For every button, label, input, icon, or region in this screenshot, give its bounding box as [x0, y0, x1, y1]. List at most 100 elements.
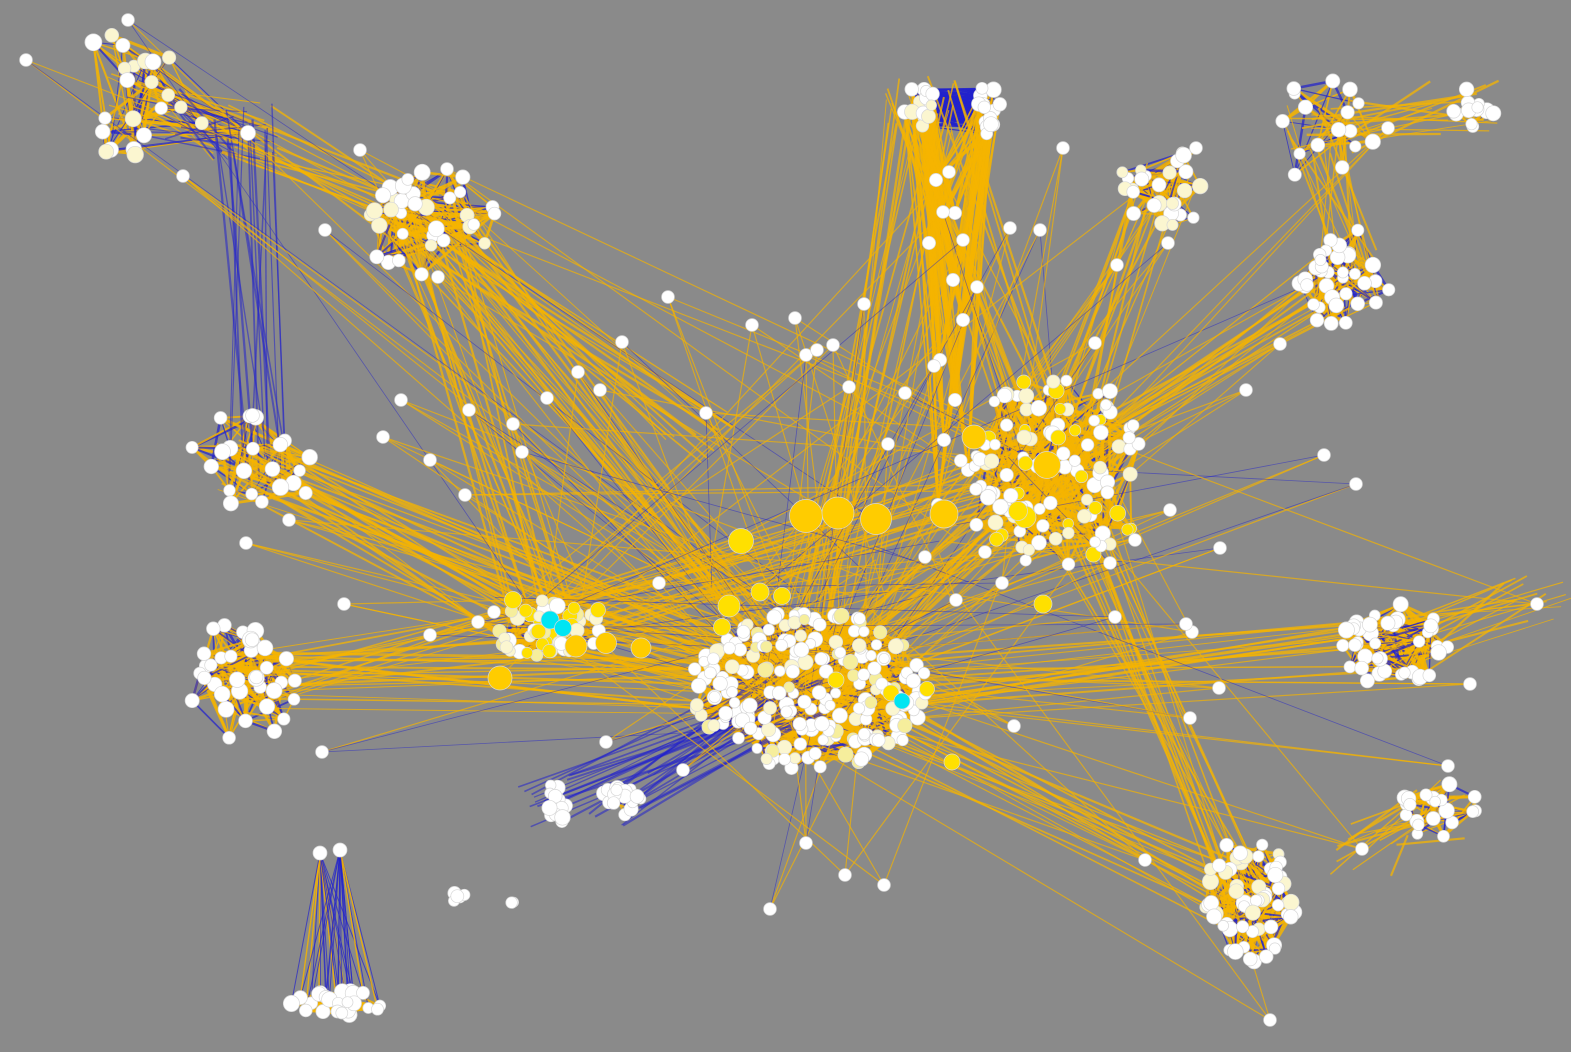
graph-node[interactable]	[1109, 504, 1126, 522]
graph-node[interactable]	[206, 621, 221, 636]
graph-node[interactable]	[887, 638, 904, 655]
graph-node[interactable]	[1093, 460, 1107, 475]
graph-node[interactable]	[766, 609, 782, 625]
graph-node[interactable]	[222, 495, 239, 512]
graph-node[interactable]	[712, 675, 728, 692]
graph-node[interactable]	[266, 723, 283, 739]
graph-node[interactable]	[245, 487, 258, 501]
graph-node[interactable]	[119, 72, 136, 88]
graph-node[interactable]	[808, 747, 822, 760]
graph-node[interactable]	[875, 677, 889, 691]
graph-node[interactable]	[549, 597, 566, 615]
graph-node[interactable]	[1088, 501, 1103, 515]
graph-node[interactable]	[853, 751, 869, 767]
graph-node[interactable]	[567, 601, 581, 615]
graph-node[interactable]	[174, 100, 188, 114]
graph-node[interactable]	[258, 698, 276, 715]
graph-node[interactable]	[213, 411, 228, 425]
graph-node[interactable]	[793, 737, 807, 751]
graph-node[interactable]	[246, 441, 260, 456]
graph-node[interactable]	[401, 173, 415, 186]
graph-node[interactable]	[813, 760, 827, 774]
graph-node[interactable]	[1081, 493, 1093, 506]
graph-node[interactable]	[707, 719, 721, 732]
graph-node[interactable]	[987, 514, 1004, 531]
graph-node[interactable]	[535, 594, 549, 608]
graph-node[interactable]	[196, 646, 212, 661]
graph-node[interactable]	[542, 644, 557, 659]
graph-node[interactable]	[824, 699, 836, 711]
graph-node[interactable]	[718, 705, 734, 721]
graph-node[interactable]	[690, 677, 707, 694]
graph-node[interactable]	[144, 75, 159, 90]
graph-node[interactable]	[703, 666, 717, 680]
graph-node[interactable]	[436, 233, 451, 248]
graph-node[interactable]	[1062, 526, 1075, 540]
graph-node[interactable]	[383, 201, 399, 218]
graph-node[interactable]	[760, 640, 773, 653]
graph-node[interactable]	[278, 651, 294, 667]
graph-node[interactable]	[817, 734, 829, 746]
graph-node[interactable]	[194, 116, 209, 130]
graph-node[interactable]	[530, 623, 547, 640]
graph-node[interactable]	[793, 641, 810, 658]
graph-node[interactable]	[757, 662, 773, 678]
graph-node[interactable]	[946, 273, 960, 287]
graph-node[interactable]	[864, 696, 878, 709]
graph-node[interactable]	[255, 495, 269, 509]
graph-node[interactable]	[948, 393, 962, 407]
graph-node[interactable]	[223, 484, 236, 497]
graph-node[interactable]	[293, 464, 306, 477]
graph-node[interactable]	[1043, 495, 1058, 511]
graph-node[interactable]	[771, 685, 787, 701]
graph-node[interactable]	[1031, 535, 1047, 551]
graph-node[interactable]	[455, 169, 471, 185]
graph-node[interactable]	[783, 681, 795, 693]
graph-node[interactable]	[203, 458, 219, 475]
graph-node[interactable]	[905, 673, 921, 689]
graph-node[interactable]	[726, 686, 738, 698]
graph-node[interactable]	[851, 638, 867, 653]
graph-node[interactable]	[728, 697, 741, 709]
graph-node[interactable]	[272, 436, 288, 453]
graph-node[interactable]	[427, 220, 445, 238]
graph-node[interactable]	[1060, 374, 1073, 387]
graph-node[interactable]	[741, 697, 758, 714]
graph-node[interactable]	[249, 670, 264, 685]
graph-node[interactable]	[518, 603, 533, 618]
graph-node[interactable]	[785, 664, 800, 679]
graph-node[interactable]	[454, 186, 467, 199]
graph-node[interactable]	[778, 752, 791, 766]
graph-node[interactable]	[1054, 402, 1067, 415]
graph-node[interactable]	[896, 734, 909, 747]
graph-node[interactable]	[1000, 418, 1014, 432]
graph-node[interactable]	[287, 693, 301, 706]
graph-node[interactable]	[396, 227, 409, 240]
graph-node[interactable]	[98, 143, 115, 160]
graph-node[interactable]	[197, 670, 212, 685]
graph-node[interactable]	[229, 671, 246, 688]
graph-node[interactable]	[969, 482, 983, 496]
graph-node[interactable]	[467, 218, 481, 231]
graph-node[interactable]	[812, 617, 827, 632]
graph-node[interactable]	[842, 654, 859, 670]
graph-node[interactable]	[1050, 429, 1067, 446]
graph-node[interactable]	[443, 191, 457, 205]
graph-node[interactable]	[521, 647, 533, 659]
graph-node[interactable]	[264, 461, 281, 477]
graph-node[interactable]	[937, 433, 951, 447]
graph-node[interactable]	[1048, 531, 1063, 546]
graph-node[interactable]	[366, 202, 383, 220]
graph-node[interactable]	[184, 693, 200, 709]
graph-node[interactable]	[834, 646, 847, 659]
graph-node[interactable]	[392, 253, 406, 268]
graph-node[interactable]	[865, 649, 877, 662]
graph-node[interactable]	[917, 667, 931, 680]
graph-node[interactable]	[789, 752, 801, 765]
graph-node[interactable]	[760, 753, 773, 765]
graph-node[interactable]	[94, 123, 111, 140]
graph-node[interactable]	[792, 716, 807, 732]
graph-node[interactable]	[1068, 454, 1081, 467]
graph-node[interactable]	[256, 639, 274, 657]
graph-node[interactable]	[185, 440, 199, 454]
